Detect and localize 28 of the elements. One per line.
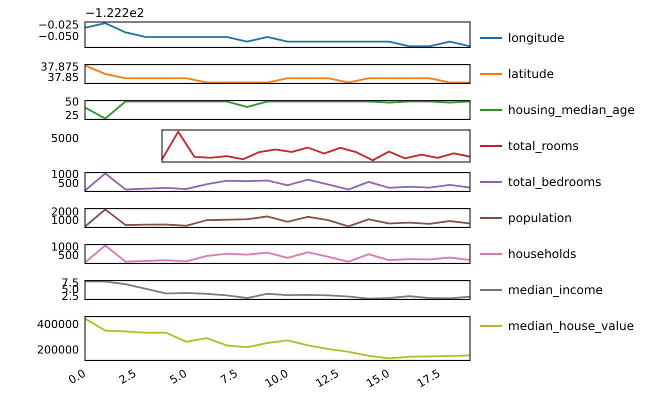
legend-label: total_rooms — [508, 139, 579, 153]
y-tick-label: 50 — [65, 95, 79, 108]
legend-label: median_income — [508, 283, 603, 297]
y-tick-label: 37.875 — [40, 60, 79, 74]
x-tick-label: 12.5 — [314, 366, 342, 390]
legend-label: population — [508, 211, 572, 225]
y-tick-label: 400000 — [37, 318, 79, 332]
text: −1.222e2 — [85, 6, 144, 20]
legend-label: total_bedrooms — [508, 175, 602, 189]
x-tick-label: 15.0 — [364, 366, 392, 390]
y-tick-label: 25 — [65, 109, 79, 122]
x-tick-label: 7.5 — [218, 366, 240, 387]
legend-label: housing_median_age — [508, 103, 635, 117]
y-tick-label: 500 — [58, 176, 79, 190]
x-tick-label: 5.0 — [168, 366, 190, 387]
x-tick-label: 0.0 — [66, 366, 88, 387]
y-tick-label: 37.85 — [48, 71, 79, 84]
legend-label: households — [508, 247, 576, 261]
x-tick-label: 10.0 — [262, 366, 291, 390]
y-tick-label: 200000 — [37, 344, 79, 357]
legend-label: median_house_value — [508, 319, 634, 333]
x-tick-label: 2.5 — [116, 366, 139, 387]
text: 5000 — [51, 132, 79, 145]
legend-label: latitude — [508, 67, 554, 81]
legend-label: longitude — [508, 31, 565, 45]
y-tick-label: −0.050 — [38, 30, 79, 43]
x-tick-label: 17.5 — [414, 366, 443, 390]
y-tick-label: −0.025 — [38, 18, 79, 32]
